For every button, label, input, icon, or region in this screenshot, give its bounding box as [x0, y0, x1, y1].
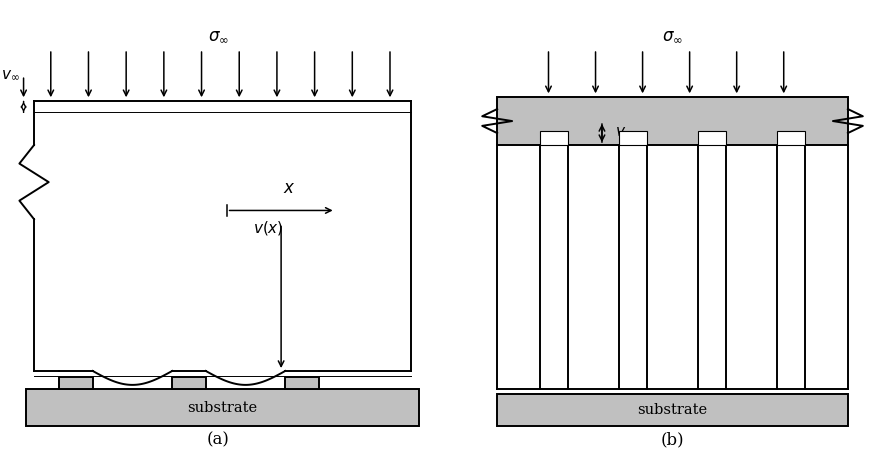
Text: $\sigma_{\infty}$: $\sigma_{\infty}$ — [208, 27, 229, 45]
Bar — [619, 131, 647, 145]
Bar — [59, 377, 93, 389]
Text: $v_{\infty}$: $v_{\infty}$ — [615, 125, 634, 139]
Text: (b): (b) — [661, 431, 684, 448]
Bar — [540, 131, 568, 145]
Text: $x$: $x$ — [283, 181, 296, 197]
Text: substrate: substrate — [187, 401, 257, 415]
Text: $\sigma_{\infty}$: $\sigma_{\infty}$ — [662, 27, 683, 45]
Text: $v(x)$: $v(x)$ — [253, 219, 284, 237]
Bar — [26, 389, 420, 426]
Text: (a): (a) — [207, 431, 230, 448]
Bar — [497, 97, 848, 145]
Bar — [777, 131, 805, 145]
Bar — [497, 393, 848, 426]
Text: $v_{\infty}$: $v_{\infty}$ — [1, 68, 20, 82]
Bar — [172, 377, 206, 389]
Bar — [699, 131, 726, 145]
Text: substrate: substrate — [637, 403, 707, 417]
Bar — [285, 377, 319, 389]
